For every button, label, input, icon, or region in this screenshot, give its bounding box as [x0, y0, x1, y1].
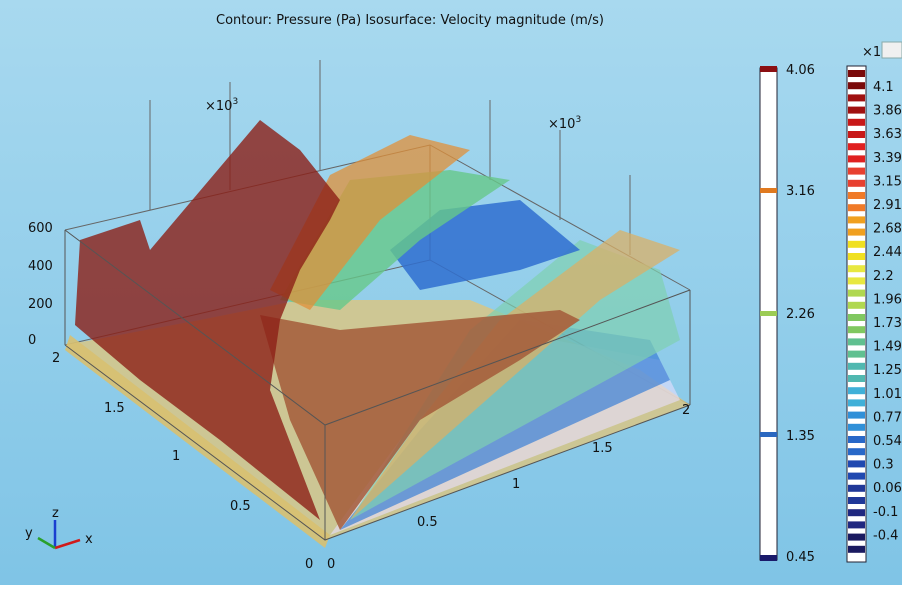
triad-z: z	[52, 506, 59, 521]
colorbar-2-label: 0.3	[873, 458, 894, 473]
colorbar-2-label: -0.1	[873, 505, 898, 520]
colorbar-2-band	[848, 460, 865, 467]
colorbar-2-band	[848, 180, 865, 187]
colorbar-2-band	[848, 509, 865, 516]
colorbar-2-band	[848, 265, 865, 272]
colorbar-2-band	[848, 253, 865, 260]
colorbar-2-band	[848, 131, 865, 138]
colorbar-2-band	[848, 375, 865, 382]
colorbar-2-band	[848, 485, 865, 492]
colorbar-2-band	[848, 82, 865, 89]
colorbar-2-band	[848, 314, 865, 321]
colorbar-2-band	[848, 204, 865, 211]
colorbar-2-band	[848, 448, 865, 455]
colorbar-2-band	[848, 351, 865, 358]
x-tick-label: 2	[682, 403, 690, 418]
triad-x: x	[85, 532, 93, 547]
colorbar-2-label: 2.2	[873, 269, 894, 284]
colorbar-2-band	[848, 107, 865, 114]
colorbar-2-band	[848, 387, 865, 394]
colorbar-2-band	[848, 277, 865, 284]
colorbar-2-band	[848, 473, 865, 480]
colorbar-2-band	[848, 290, 865, 297]
colorbar-2-label: 1.25	[873, 363, 902, 378]
colorbar-2-band	[848, 155, 865, 162]
colorbar-2-band	[848, 192, 865, 199]
colorbar-2-band	[848, 326, 865, 333]
triad-y: y	[25, 526, 33, 541]
multiplier-exp: 3	[575, 115, 581, 125]
colorbar-2-band	[848, 229, 865, 236]
colorbar-2-band	[848, 241, 865, 248]
multiplier-exp: 3	[232, 97, 238, 107]
z-tick-label: 200	[28, 297, 53, 312]
colorbar-2-band	[848, 436, 865, 443]
colorbar-2-label: 3.39	[873, 151, 902, 166]
y-tick-label: 1.5	[104, 401, 125, 416]
viewport: Contour: Pressure (Pa) Isosurface: Veloc…	[0, 0, 902, 589]
colorbar-1-label: 0.45	[786, 550, 815, 565]
colorbar-2-label: -0.4	[873, 528, 898, 543]
y-tick-label: 0.5	[230, 499, 251, 514]
colorbar-2-label: 1.96	[873, 292, 902, 307]
multiplier-base: ×10	[548, 117, 575, 132]
colorbar-2-label: 0.06	[873, 481, 902, 496]
colorbar-2-label: 3.86	[873, 104, 902, 119]
title: Contour: Pressure (Pa) Isosurface: Veloc…	[216, 13, 604, 28]
bottom-strip	[0, 585, 902, 589]
colorbar-2-band	[848, 497, 865, 504]
colorbar-2-band	[848, 534, 865, 541]
colorbar-2-label: 3.15	[873, 174, 902, 189]
colorbar-1-label: 3.16	[786, 184, 815, 199]
x-tick-label: 0	[327, 557, 335, 572]
colorbar-1-label: 2.26	[786, 307, 815, 322]
colorbar-2-label: 2.91	[873, 198, 902, 213]
y-tick-label: 2	[52, 351, 60, 366]
colorbar-2-label: 4.1	[873, 80, 894, 95]
z-tick-label: 400	[28, 259, 53, 274]
colorbar-2-band	[848, 119, 865, 126]
colorbar-2-label: 0.77	[873, 410, 902, 425]
colorbar-1-label: 1.35	[786, 429, 815, 444]
colorbar-2-band	[848, 363, 865, 370]
colorbar-2-band	[848, 302, 865, 309]
plot: Contour: Pressure (Pa) Isosurface: Veloc…	[0, 0, 902, 589]
colorbar-2-label: 1.01	[873, 387, 902, 402]
colorbar-2-band	[848, 399, 865, 406]
colorbar-2-band	[848, 168, 865, 175]
colorbar-2-band	[848, 70, 865, 77]
colorbar-2-band	[848, 94, 865, 101]
colorbar-2-band	[848, 338, 865, 345]
colorbar-2-label: 1.49	[873, 340, 902, 355]
colorbar-1-label: 4.06	[786, 63, 815, 78]
colorbar-2-band	[848, 143, 865, 150]
x-tick-label: 1	[512, 477, 520, 492]
colorbar-2-band	[848, 546, 865, 553]
colorbar-2-band	[848, 521, 865, 528]
x-tick-label: 0.5	[417, 515, 438, 530]
colorbar-2-label: 0.54	[873, 434, 902, 449]
colorbar-2-band	[848, 424, 865, 431]
z-tick-label: 600	[28, 221, 53, 236]
colorbar-2-band	[848, 216, 865, 223]
multiplier-base: ×10	[205, 99, 232, 114]
y-tick-label: 0	[305, 557, 313, 572]
colorbar-2-label: 3.63	[873, 127, 902, 142]
y-tick-label: 1	[172, 449, 180, 464]
x-tick-label: 1.5	[592, 441, 613, 456]
window-icon	[882, 42, 902, 58]
colorbar-2-label: 1.73	[873, 316, 902, 331]
z-tick-label: 0	[28, 333, 36, 348]
colorbar-2-band	[848, 412, 865, 419]
colorbar-2-label: 2.44	[873, 245, 902, 260]
colorbar-2-label: 2.68	[873, 222, 902, 237]
